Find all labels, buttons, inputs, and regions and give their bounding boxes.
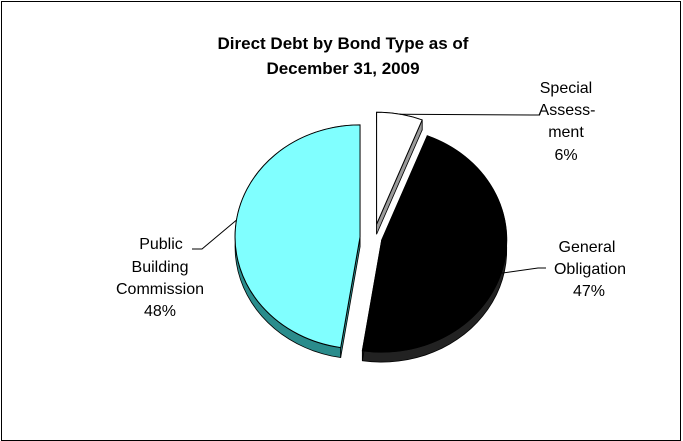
slice-percent-label: 6% bbox=[554, 147, 577, 164]
leader-line bbox=[192, 219, 237, 250]
slice-percent-label: 48% bbox=[144, 303, 176, 320]
slice-label-line: Obligation bbox=[554, 261, 626, 278]
slice-percent-label: 47% bbox=[573, 283, 605, 300]
slice-label-line: Assess- bbox=[539, 102, 596, 119]
slice-label-general-obligation: General Obligation 47% bbox=[554, 239, 626, 300]
chart-title-line-2: December 31, 2009 bbox=[266, 59, 419, 78]
slice-label-line: ment bbox=[548, 124, 584, 141]
chart-title-line-1: Direct Debt by Bond Type as of bbox=[218, 34, 469, 53]
slice-label-line: Special bbox=[540, 80, 592, 97]
leader-line bbox=[501, 267, 546, 274]
slice-label-public-building-commission: Public Building Commission 48% bbox=[116, 236, 204, 320]
slice-label-line: Building bbox=[132, 259, 189, 276]
pie-slice-public-building-commission bbox=[234, 124, 361, 349]
slice-label-special-assessment: Special Assess- ment 6% bbox=[539, 80, 596, 164]
pie-tops bbox=[234, 111, 508, 353]
slice-label-line: General bbox=[559, 239, 616, 256]
slice-label-line: Public bbox=[139, 236, 183, 253]
leader-lines bbox=[192, 113, 546, 274]
pie-slice-general-obligation bbox=[361, 135, 508, 353]
slice-label-line: Commission bbox=[116, 281, 204, 298]
leader-line bbox=[399, 113, 540, 116]
